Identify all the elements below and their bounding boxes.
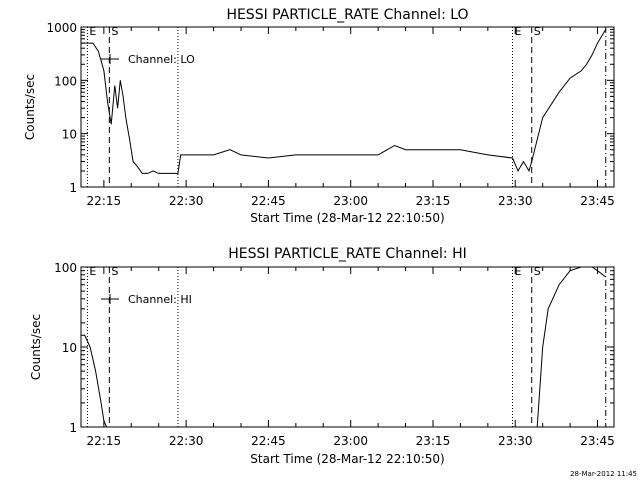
series-line [81,334,108,428]
panel-hi: HESSI PARTICLE_RATE Channel: HI 22:15 22:3… [29,246,615,466]
y-tick-label: 100 [54,261,77,275]
x-tick-label: 23:15 [416,194,451,208]
event-marker-label: E [89,25,96,38]
y-tick-label: 100 [54,74,77,88]
legend-label: Channel: LO [128,53,195,66]
y-tick-label: 10 [62,341,77,355]
chart-title: HESSI PARTICLE_RATE Channel: LO [226,7,468,23]
y-tick-label: 1 [69,181,77,195]
event-marker-label: S [111,25,118,38]
legend-label: Channel: HI [128,293,192,306]
x-tick-label: 22:45 [251,434,286,448]
y-axis-label: Counts/sec [23,74,37,140]
footer-timestamp: 28-Mar-2012 11:45 [570,470,637,478]
y-tick-label: 10 [62,128,77,142]
event-marker-label: E [515,25,522,38]
x-tick-label: 22:45 [251,194,286,208]
axes-frame [80,266,615,428]
event-marker-label: S [534,25,541,38]
y-tick-label: 1000 [46,21,77,35]
x-tick-label: 23:30 [498,434,533,448]
x-tick-label: 22:30 [169,434,204,448]
x-tick-label: 22:15 [87,194,122,208]
x-tick-label: 23:45 [580,194,615,208]
x-axis-label: Start Time (28-Mar-12 22:10:50) [250,211,444,225]
series-line [536,266,607,428]
x-axis-label: Start Time (28-Mar-12 22:10:50) [250,452,444,466]
y-axis-label: Counts/sec [29,314,43,380]
x-tick-label: 23:45 [580,434,615,448]
x-tick-label: 22:30 [169,194,204,208]
chart-title: HESSI PARTICLE_RATE Channel: HI [228,246,466,262]
panel-lo: HESSI PARTICLE_RATE Channel: LO 22:15 22:3… [23,7,615,225]
event-marker-label: E [89,265,96,278]
x-tick-label: 23:15 [416,434,451,448]
y-tick-label: 1 [69,421,77,435]
event-marker-label: S [534,265,541,278]
event-marker-label: S [111,265,118,278]
x-tick-label: 23:30 [498,194,533,208]
x-tick-label: 23:00 [333,194,368,208]
x-tick-label: 23:00 [333,434,368,448]
event-marker-label: E [515,265,522,278]
series-line [81,29,607,174]
x-tick-label: 22:15 [87,434,122,448]
axes-frame [80,26,615,188]
